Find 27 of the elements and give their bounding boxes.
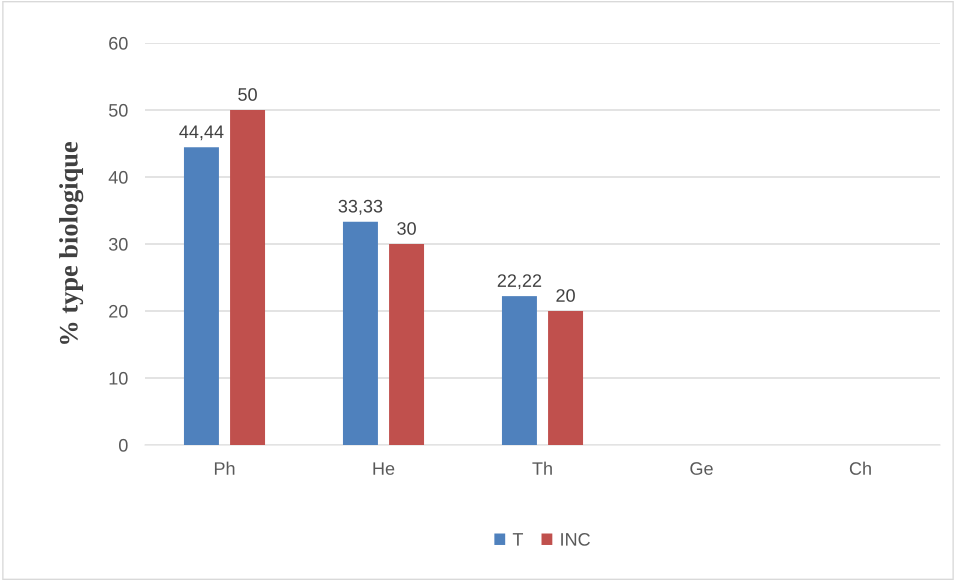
- x-tick-label: Ge: [690, 462, 713, 475]
- y-tick-label: 0: [119, 438, 128, 452]
- legend-label: INC: [561, 532, 590, 546]
- x-tick-label: Ch: [850, 462, 871, 475]
- bar: [502, 296, 537, 445]
- data-label: 20: [556, 289, 575, 302]
- y-tick-label: 20: [109, 304, 128, 318]
- y-tick-label: 30: [108, 238, 128, 251]
- bar: [389, 244, 424, 445]
- data-label: 22,22: [498, 274, 542, 290]
- data-label: 30: [397, 222, 416, 235]
- x-tick-label: Ph: [214, 462, 234, 475]
- bar: [184, 147, 219, 445]
- bar: [342, 222, 378, 445]
- legend-label: T: [512, 533, 524, 546]
- data-label: 33,33: [338, 200, 382, 215]
- y-axis-title: % type biologique: [59, 142, 84, 344]
- y-tick-label: 10: [110, 372, 128, 385]
- data-label: 50: [238, 88, 257, 101]
- bar: [230, 110, 266, 445]
- bar: [548, 311, 584, 445]
- x-tick-label: He: [373, 462, 394, 475]
- y-tick-label: 50: [108, 104, 128, 117]
- y-tick-label: 60: [109, 36, 128, 50]
- y-tick-label: 40: [108, 170, 128, 184]
- data-label: 44,44: [179, 126, 224, 140]
- x-tick-label: Th: [532, 462, 552, 475]
